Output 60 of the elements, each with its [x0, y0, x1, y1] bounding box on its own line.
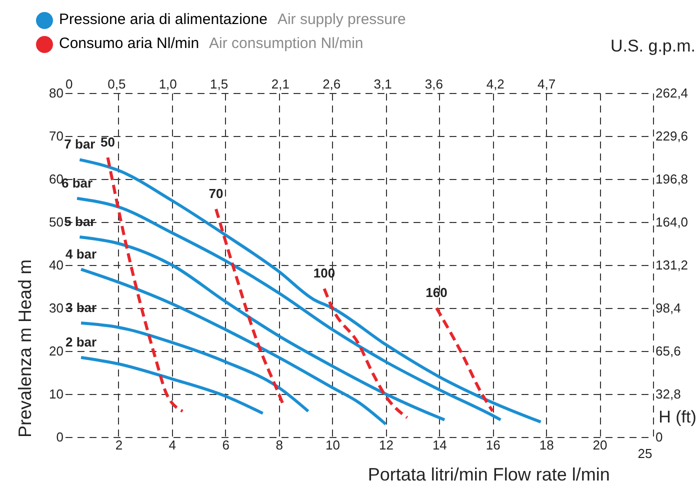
text: 25: [638, 446, 652, 461]
x2-tick-label: 4,2: [486, 76, 504, 92]
x2-tick-label: 3,6: [424, 76, 443, 92]
series-label: 100: [313, 266, 336, 281]
x2-tick-label: 1,0: [158, 76, 177, 92]
y2-tick-label: 0: [656, 430, 663, 444]
y-tick-label: 20: [49, 344, 64, 358]
x-tick-label: 16: [486, 438, 500, 452]
text: Air supply pressure: [277, 10, 406, 30]
text: Air consumption Nl/min: [209, 34, 364, 54]
line-series: [78, 236, 446, 422]
x-tick-label: 10: [326, 438, 340, 452]
y2-tick-label: 65,6: [656, 344, 681, 358]
x2-tick-label: 2,6: [322, 76, 341, 92]
y-tick-label: 80: [49, 86, 64, 100]
x-tick-label: 12: [378, 438, 394, 452]
x-tick-label: 2: [115, 438, 123, 452]
y-tick-label: 70: [49, 128, 64, 144]
x-axis-title: Portata litri/min Flow rate l/min: [368, 464, 610, 483]
x-tick-label: 6: [222, 438, 230, 452]
x2-tick-label: 3,1: [374, 76, 392, 92]
line-series: [76, 196, 502, 422]
y2-tick-label: 196,8: [656, 172, 688, 186]
y2-tick-label: 131,2: [656, 258, 688, 272]
y-tick-label: 60: [49, 172, 64, 186]
y2-tick-label: 32,8: [656, 386, 681, 402]
x2-tick-label: 0,5: [108, 76, 126, 92]
y-tick-label: 10: [49, 386, 64, 402]
text: Pressione aria di alimentazione: [59, 10, 268, 30]
y2-tick-label: 98,4: [656, 300, 681, 316]
line-series: [435, 306, 494, 413]
x2-tick-label: 0: [66, 76, 73, 92]
y-tick-label: 0: [56, 430, 64, 444]
y2-tick-label: 164,0: [656, 214, 688, 230]
x2-axis-title: U.S. g.p.m.: [610, 36, 696, 56]
y2-axis-title: H (ft): [658, 408, 696, 426]
series-label: 70: [208, 186, 224, 202]
y-tick-label: 30: [49, 300, 64, 316]
line-series: [80, 356, 264, 415]
series-label: 7 bar: [64, 136, 96, 152]
x-tick-label: 4: [168, 438, 176, 452]
x-tick-label: 8: [276, 438, 283, 452]
y2-tick-label: 229,6: [656, 128, 688, 144]
y2-tick-label: 262,4: [656, 86, 688, 100]
y-axis-title: Prevalenza m Head m: [15, 259, 36, 438]
line-series: [106, 156, 184, 413]
series-label: 160: [426, 285, 448, 300]
series-label: 4 bar: [65, 246, 97, 262]
text: Consumo aria Nl/min: [59, 34, 200, 54]
x2-tick-label: 4,7: [538, 76, 556, 92]
series-label: 50: [100, 134, 115, 150]
series-label: 2 bar: [65, 334, 97, 350]
x-tick-label: 18: [539, 438, 554, 452]
x-tick-label: 14: [432, 438, 447, 452]
y-tick-label: 50: [49, 214, 64, 230]
line-series: [322, 287, 409, 420]
y-tick-label: 40: [49, 258, 64, 272]
x2-tick-label: 2,1: [271, 76, 290, 92]
x2-tick-label: 1,5: [210, 76, 228, 92]
x-tick-label: 20: [592, 438, 608, 452]
